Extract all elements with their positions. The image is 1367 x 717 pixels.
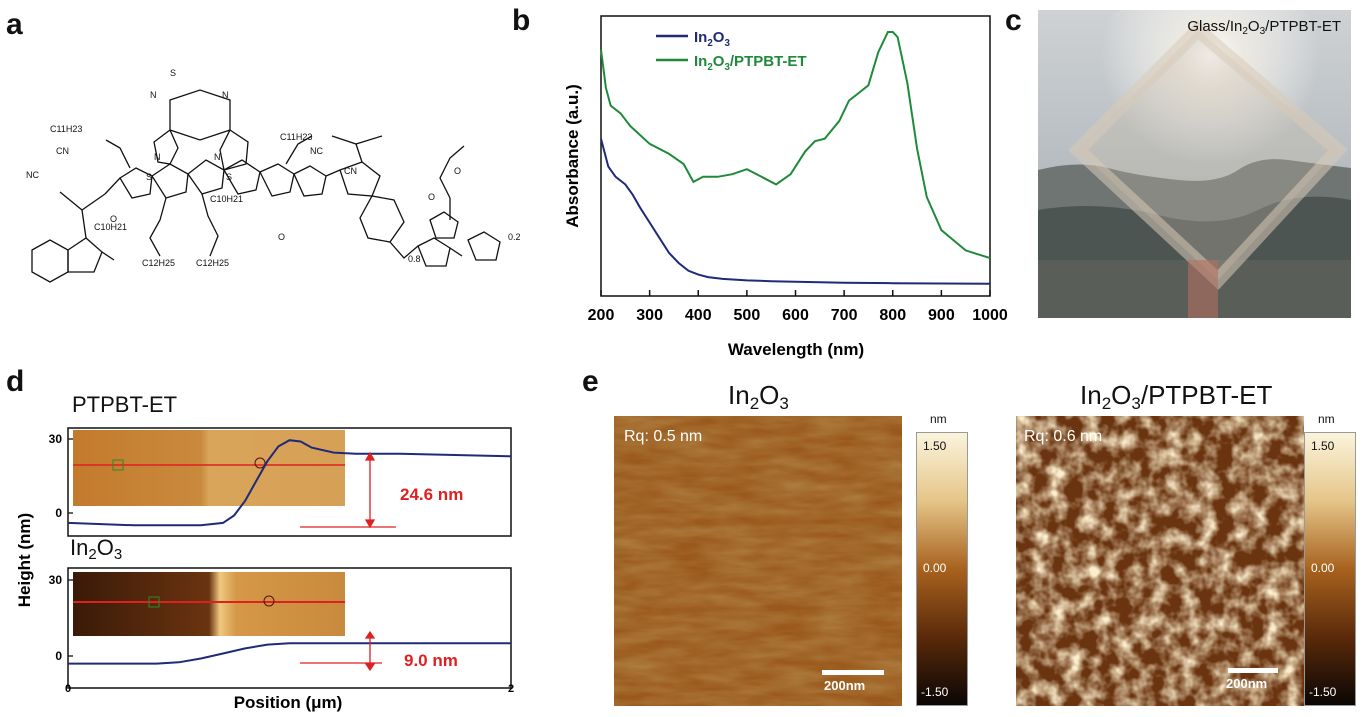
x-tick-label: 1000 (972, 307, 1008, 324)
marker-square-top (112, 459, 124, 471)
subplot-title-in2o3: In2O3 (70, 535, 123, 563)
subscript-02: 0.2 (508, 232, 521, 242)
atom-nc: NC (310, 146, 323, 156)
x-axis-label: Wavelength (nm) (728, 340, 864, 359)
height-profile-chart: 24.6 nm 9.0 nm 0 30 0 30 0 2 Position (μm) He… (15, 427, 514, 712)
atom-cn: CN (56, 146, 69, 156)
marker-circle-top (254, 457, 266, 469)
step-annotation-bottom: 9.0 nm (404, 651, 458, 670)
atom-n: N (222, 90, 229, 100)
atom-s: S (226, 172, 232, 182)
marker-circle-bottom (263, 595, 275, 607)
x-tick-label: 0 (65, 683, 71, 695)
profile-line-0 (67, 439, 512, 527)
y-tick-label: 0 (55, 506, 62, 520)
afm-inset-in2o3 (73, 572, 345, 636)
colorbar-min-left: -1.50 (921, 685, 949, 699)
x-tick-label: 600 (782, 307, 809, 324)
scale-bar-left (822, 670, 884, 675)
afm-rq-left: Rq: 0.5 nm (624, 428, 703, 445)
y-axis-label-d: Height (nm) (15, 513, 34, 607)
scale-bar-right (1228, 668, 1278, 673)
colorbar-unit-right: nm (1318, 412, 1335, 426)
chain-c11h23-right: C11H23 (280, 132, 312, 142)
step-annotation-top: 24.6 nm (400, 485, 463, 504)
x-tick-label: 200 (588, 307, 615, 324)
colorbar-zero-left: 0.00 (923, 561, 947, 575)
colorbar-max-left: 1.50 (923, 439, 947, 453)
y-axis-label: Absorbance (a.u.) (563, 84, 582, 228)
colorbar-unit-left: nm (930, 412, 947, 426)
colorbar-left: 1.50 0.00 -1.50 (916, 432, 968, 706)
panel-label-b: b (512, 4, 531, 37)
afm-image-ptpbt: Rq: 0.6 nm 200nm (1016, 416, 1304, 706)
panel-label-d: d (6, 365, 25, 398)
atom-n: N (214, 152, 221, 162)
marker-square-bottom (148, 596, 160, 608)
x-tick-label: 800 (879, 307, 906, 324)
colorbar-max-right: 1.50 (1311, 439, 1335, 453)
afm-image-in2o3: Rq: 0.5 nm 200nm (614, 416, 902, 706)
atom-nc: NC (26, 170, 39, 180)
y-tick-label: 0 (55, 649, 62, 663)
series-line-1 (600, 31, 991, 260)
x-tick-label: 300 (636, 307, 663, 324)
afm-inset-ptpbt (73, 430, 345, 506)
x-tick-label: 700 (831, 307, 858, 324)
subplot-frame-bottom (67, 567, 512, 689)
legend-label-in2o3: In2O3 (694, 29, 730, 49)
colorbar-right: 1.50 0.00 -1.50 (1304, 432, 1356, 706)
afm-title-right: In2O3/PTPBT-ET (1080, 380, 1273, 413)
photo-label: Glass/In2O3/PTPBT-ET (1187, 18, 1341, 37)
subplot-frame-top (67, 427, 512, 537)
panel-label-a: a (6, 8, 23, 41)
atom-n: N (150, 90, 157, 100)
chain-c10h21-left: C10H21 (94, 222, 127, 232)
atom-o: O (278, 232, 285, 242)
atom-s: S (170, 68, 176, 78)
colorbar-zero-right: 0.00 (1311, 561, 1335, 575)
x-tick-label: 2 (508, 683, 514, 695)
atom-cn: CN (344, 166, 357, 176)
x-axis-label-d: Position (μm) (234, 693, 343, 712)
legend-label-ptpbt: In2O3/PTPBT-ET (694, 53, 807, 73)
atom-o: O (454, 166, 461, 176)
series-line-0 (600, 138, 991, 285)
profile-line-1 (68, 642, 511, 665)
x-tick-label: 500 (734, 307, 761, 324)
x-tick-label: 900 (928, 307, 955, 324)
chain-c11h23-left: C11H23 (50, 124, 82, 134)
chemical-structure: S N N CN NC O NC CN O O O S S N N C11H23… (26, 68, 521, 283)
y-tick-label: 30 (49, 573, 63, 587)
absorbance-chart: 200 300 400 500 600 700 800 900 1000 Wavelength … (563, 15, 1008, 359)
chain-c12h25-left: C12H25 (142, 258, 175, 268)
y-tick-label: 30 (49, 432, 63, 446)
legend: In2O3 In2O3/PTPBT-ET (656, 29, 807, 73)
panel-label-e: e (582, 365, 599, 398)
scale-bar-label-left: 200nm (824, 678, 866, 693)
subplot-title-ptpbt: PTPBT-ET (72, 392, 178, 417)
colorbar-min-right: -1.50 (1309, 685, 1337, 699)
scale-bar-label-right: 200nm (1226, 676, 1268, 691)
afm-rq-right: Rq: 0.6 nm (1024, 428, 1103, 445)
subscript-08: 0.8 (408, 254, 421, 264)
afm-title-left: In2O3 (728, 380, 789, 413)
atom-o: O (428, 192, 435, 202)
x-tick-label: 400 (685, 307, 712, 324)
atom-n: N (154, 152, 161, 162)
panel-label-c: c (1005, 4, 1022, 37)
chain-c10h21-right: C10H21 (210, 194, 243, 204)
atom-o: O (110, 214, 117, 224)
atom-s: S (146, 172, 152, 182)
glass-photo: Glass/In2O3/PTPBT-ET (1038, 10, 1351, 318)
chain-c12h25-right: C12H25 (196, 258, 229, 268)
